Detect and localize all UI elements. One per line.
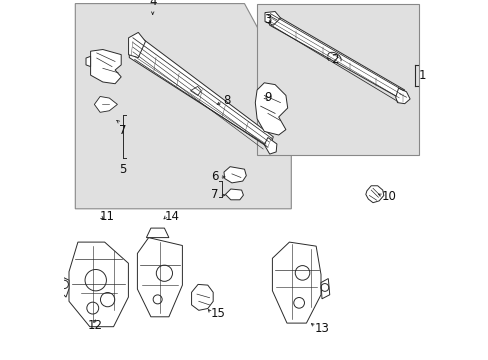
Text: 8: 8 xyxy=(223,94,230,107)
Polygon shape xyxy=(57,276,69,297)
Text: 5: 5 xyxy=(119,163,126,176)
Polygon shape xyxy=(94,96,117,112)
Polygon shape xyxy=(90,49,121,84)
Polygon shape xyxy=(264,138,276,154)
Polygon shape xyxy=(190,86,201,95)
Polygon shape xyxy=(128,32,145,58)
Text: 2: 2 xyxy=(330,53,338,66)
Text: 9: 9 xyxy=(264,91,272,104)
Text: 10: 10 xyxy=(381,190,396,203)
Polygon shape xyxy=(146,228,168,238)
Polygon shape xyxy=(129,34,273,148)
Text: 14: 14 xyxy=(164,210,179,222)
Text: 13: 13 xyxy=(314,322,329,335)
Text: 12: 12 xyxy=(88,319,102,332)
Text: 4: 4 xyxy=(149,0,156,8)
Text: 11: 11 xyxy=(99,210,114,222)
Polygon shape xyxy=(395,88,409,104)
Polygon shape xyxy=(320,279,329,299)
Polygon shape xyxy=(69,242,128,327)
Polygon shape xyxy=(264,12,280,25)
Polygon shape xyxy=(191,284,213,310)
Text: 7: 7 xyxy=(211,188,218,201)
Text: 1: 1 xyxy=(418,69,426,82)
Polygon shape xyxy=(257,4,418,155)
Polygon shape xyxy=(272,242,320,323)
Polygon shape xyxy=(86,57,90,67)
Text: 15: 15 xyxy=(210,307,225,320)
Text: 7: 7 xyxy=(119,124,126,137)
Polygon shape xyxy=(255,83,287,135)
Polygon shape xyxy=(225,189,243,200)
Polygon shape xyxy=(224,167,246,183)
Polygon shape xyxy=(75,4,291,209)
Polygon shape xyxy=(365,186,383,203)
Polygon shape xyxy=(137,238,182,317)
Text: 3: 3 xyxy=(264,13,271,26)
Polygon shape xyxy=(267,13,404,99)
Text: 6: 6 xyxy=(211,170,218,183)
